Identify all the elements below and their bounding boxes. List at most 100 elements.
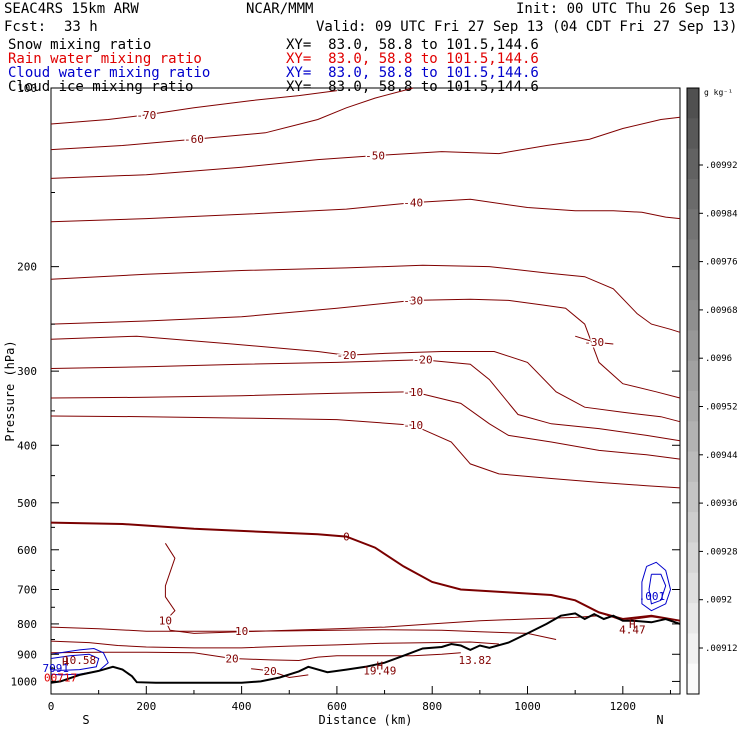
colorbar-cell xyxy=(687,148,699,180)
contour-label: -70 xyxy=(136,109,156,122)
plot-frame xyxy=(50,87,681,695)
x-axis-label: Distance (km) xyxy=(319,713,413,727)
contour-label: -40 xyxy=(403,197,423,210)
contour-label: -30 xyxy=(584,336,604,349)
field-cloud-ice-name: Cloud ice mixing ratio xyxy=(8,79,194,95)
contour-label: -20 xyxy=(413,354,433,367)
annotation-label: H xyxy=(629,618,636,631)
colorbar-label: .00912 xyxy=(705,644,738,654)
temperature-contour xyxy=(251,668,309,679)
y-tick-label: 600 xyxy=(17,544,37,557)
temperature-contour xyxy=(50,87,414,151)
colorbar-unit: g kg⁻¹ xyxy=(704,88,733,97)
colorbar-cell xyxy=(687,330,699,362)
terrain-line xyxy=(50,612,681,684)
temperature-contour xyxy=(50,198,681,223)
colorbar-cell xyxy=(687,239,699,271)
colorbar-cell xyxy=(687,269,699,301)
annotation-label: 13.82 xyxy=(459,654,492,667)
colorbar-cell xyxy=(687,391,699,422)
colorbar-cell xyxy=(687,421,699,453)
y-tick-label: 300 xyxy=(17,365,37,378)
colorbar-cell xyxy=(687,360,699,392)
colorbar-cell xyxy=(687,300,699,331)
contour-label: 10 xyxy=(159,615,172,628)
annotation-label: 10.58 xyxy=(63,654,96,667)
cloud-water-contour xyxy=(648,573,667,605)
temperature-contour xyxy=(50,415,681,489)
cloud-water-contour xyxy=(50,647,109,676)
temperature-contour xyxy=(50,90,337,125)
contour-label: 20 xyxy=(264,665,277,678)
y-tick-label: 200 xyxy=(17,261,37,274)
x-tick-label: 200 xyxy=(136,700,156,713)
temperature-contour xyxy=(50,264,681,333)
field-cloud-water-name: Cloud water mixing ratio xyxy=(8,65,211,81)
annotation-label: 00717 xyxy=(44,672,77,685)
valid-time: Valid: 09 UTC Fri 27 Sep 13 (04 CDT Fri … xyxy=(316,19,738,35)
colorbar-label: .0092 xyxy=(705,596,732,606)
endpoint-label-north: N xyxy=(656,713,663,727)
colorbar-label: .00944 xyxy=(705,451,738,461)
y-tick-label: 800 xyxy=(17,618,37,631)
contour-label: -30 xyxy=(403,294,423,307)
annotation-label: 4.47 xyxy=(619,624,646,637)
colorbar-label: .00976 xyxy=(705,258,738,268)
y-tick-label: 900 xyxy=(17,648,37,661)
x-tick-label: 1200 xyxy=(610,700,637,713)
field-rain-name: Rain water mixing ratio xyxy=(8,51,202,67)
colorbar-label: .00928 xyxy=(705,547,738,557)
colorbar-label: .00992 xyxy=(705,161,738,171)
y-tick-label: 500 xyxy=(17,497,37,510)
freezing-level-contour xyxy=(50,521,681,622)
endpoint-label-south: S xyxy=(82,713,89,727)
x-tick-label: 0 xyxy=(48,700,55,713)
cloud-water-label: .001 xyxy=(639,590,666,603)
y-tick-label: 400 xyxy=(17,439,37,452)
cloud-water-contour xyxy=(641,561,672,612)
colorbar-frame xyxy=(686,87,700,695)
colorbar-label: .00984 xyxy=(705,209,738,219)
contour-label: 10 xyxy=(235,625,248,638)
field-snow-name: Snow mixing ratio xyxy=(8,37,152,53)
colorbar-cell xyxy=(687,209,699,240)
annotation-label: 19.49 xyxy=(363,664,396,677)
colorbar-label: .00952 xyxy=(705,403,738,413)
colorbar-label: .00968 xyxy=(705,306,738,316)
y-tick-label: 100 xyxy=(17,82,37,95)
contour-label: -10 xyxy=(403,386,423,399)
colorbar-cell xyxy=(687,633,699,665)
field-cloud-water-xy: XY= 83.0, 58.8 to 101.5,144.6 xyxy=(286,65,539,81)
contour-label: -20 xyxy=(337,349,357,362)
temperature-contour xyxy=(50,116,681,179)
colorbar-cell xyxy=(687,542,699,574)
temperature-contour xyxy=(50,298,681,399)
field-rain-xy: XY= 83.0, 58.8 to 101.5,144.6 xyxy=(286,51,539,67)
annotation-label: 7091 xyxy=(43,662,70,675)
colorbar-cell xyxy=(687,603,699,634)
temperature-contour xyxy=(50,335,681,423)
org-label: NCAR/MMM xyxy=(246,1,314,17)
fcst-label: Fcst: xyxy=(4,19,47,35)
colorbar-cell xyxy=(687,88,699,119)
y-axis-label: Pressure (hPa) xyxy=(3,340,17,441)
field-cloud-ice-xy: XY= 83.0, 58.8 to 101.5,144.6 xyxy=(286,79,539,95)
field-snow-xy: XY= 83.0, 58.8 to 101.5,144.6 xyxy=(286,37,539,53)
contour-label: -60 xyxy=(184,133,204,146)
colorbar-cell xyxy=(687,118,699,150)
init-time: Init: 00 UTC Thu 26 Sep 13 xyxy=(516,1,736,17)
colorbar-label: .00936 xyxy=(705,499,738,509)
temperature-contour xyxy=(50,359,681,442)
fcst-value: 33 h xyxy=(64,19,98,35)
annotation-label: H xyxy=(62,655,69,668)
temperature-contour xyxy=(50,626,557,640)
temperature-contour xyxy=(575,335,614,345)
colorbar-cell xyxy=(687,572,699,604)
colorbar-label: .0096 xyxy=(705,354,732,364)
colorbar-cell xyxy=(687,512,699,543)
contour-label: -10 xyxy=(403,419,423,432)
temperature-contour xyxy=(50,640,499,649)
y-tick-label: 1000 xyxy=(11,675,38,688)
model-title: SEAC4RS 15km ARW xyxy=(4,1,139,17)
x-tick-label: 400 xyxy=(232,700,252,713)
